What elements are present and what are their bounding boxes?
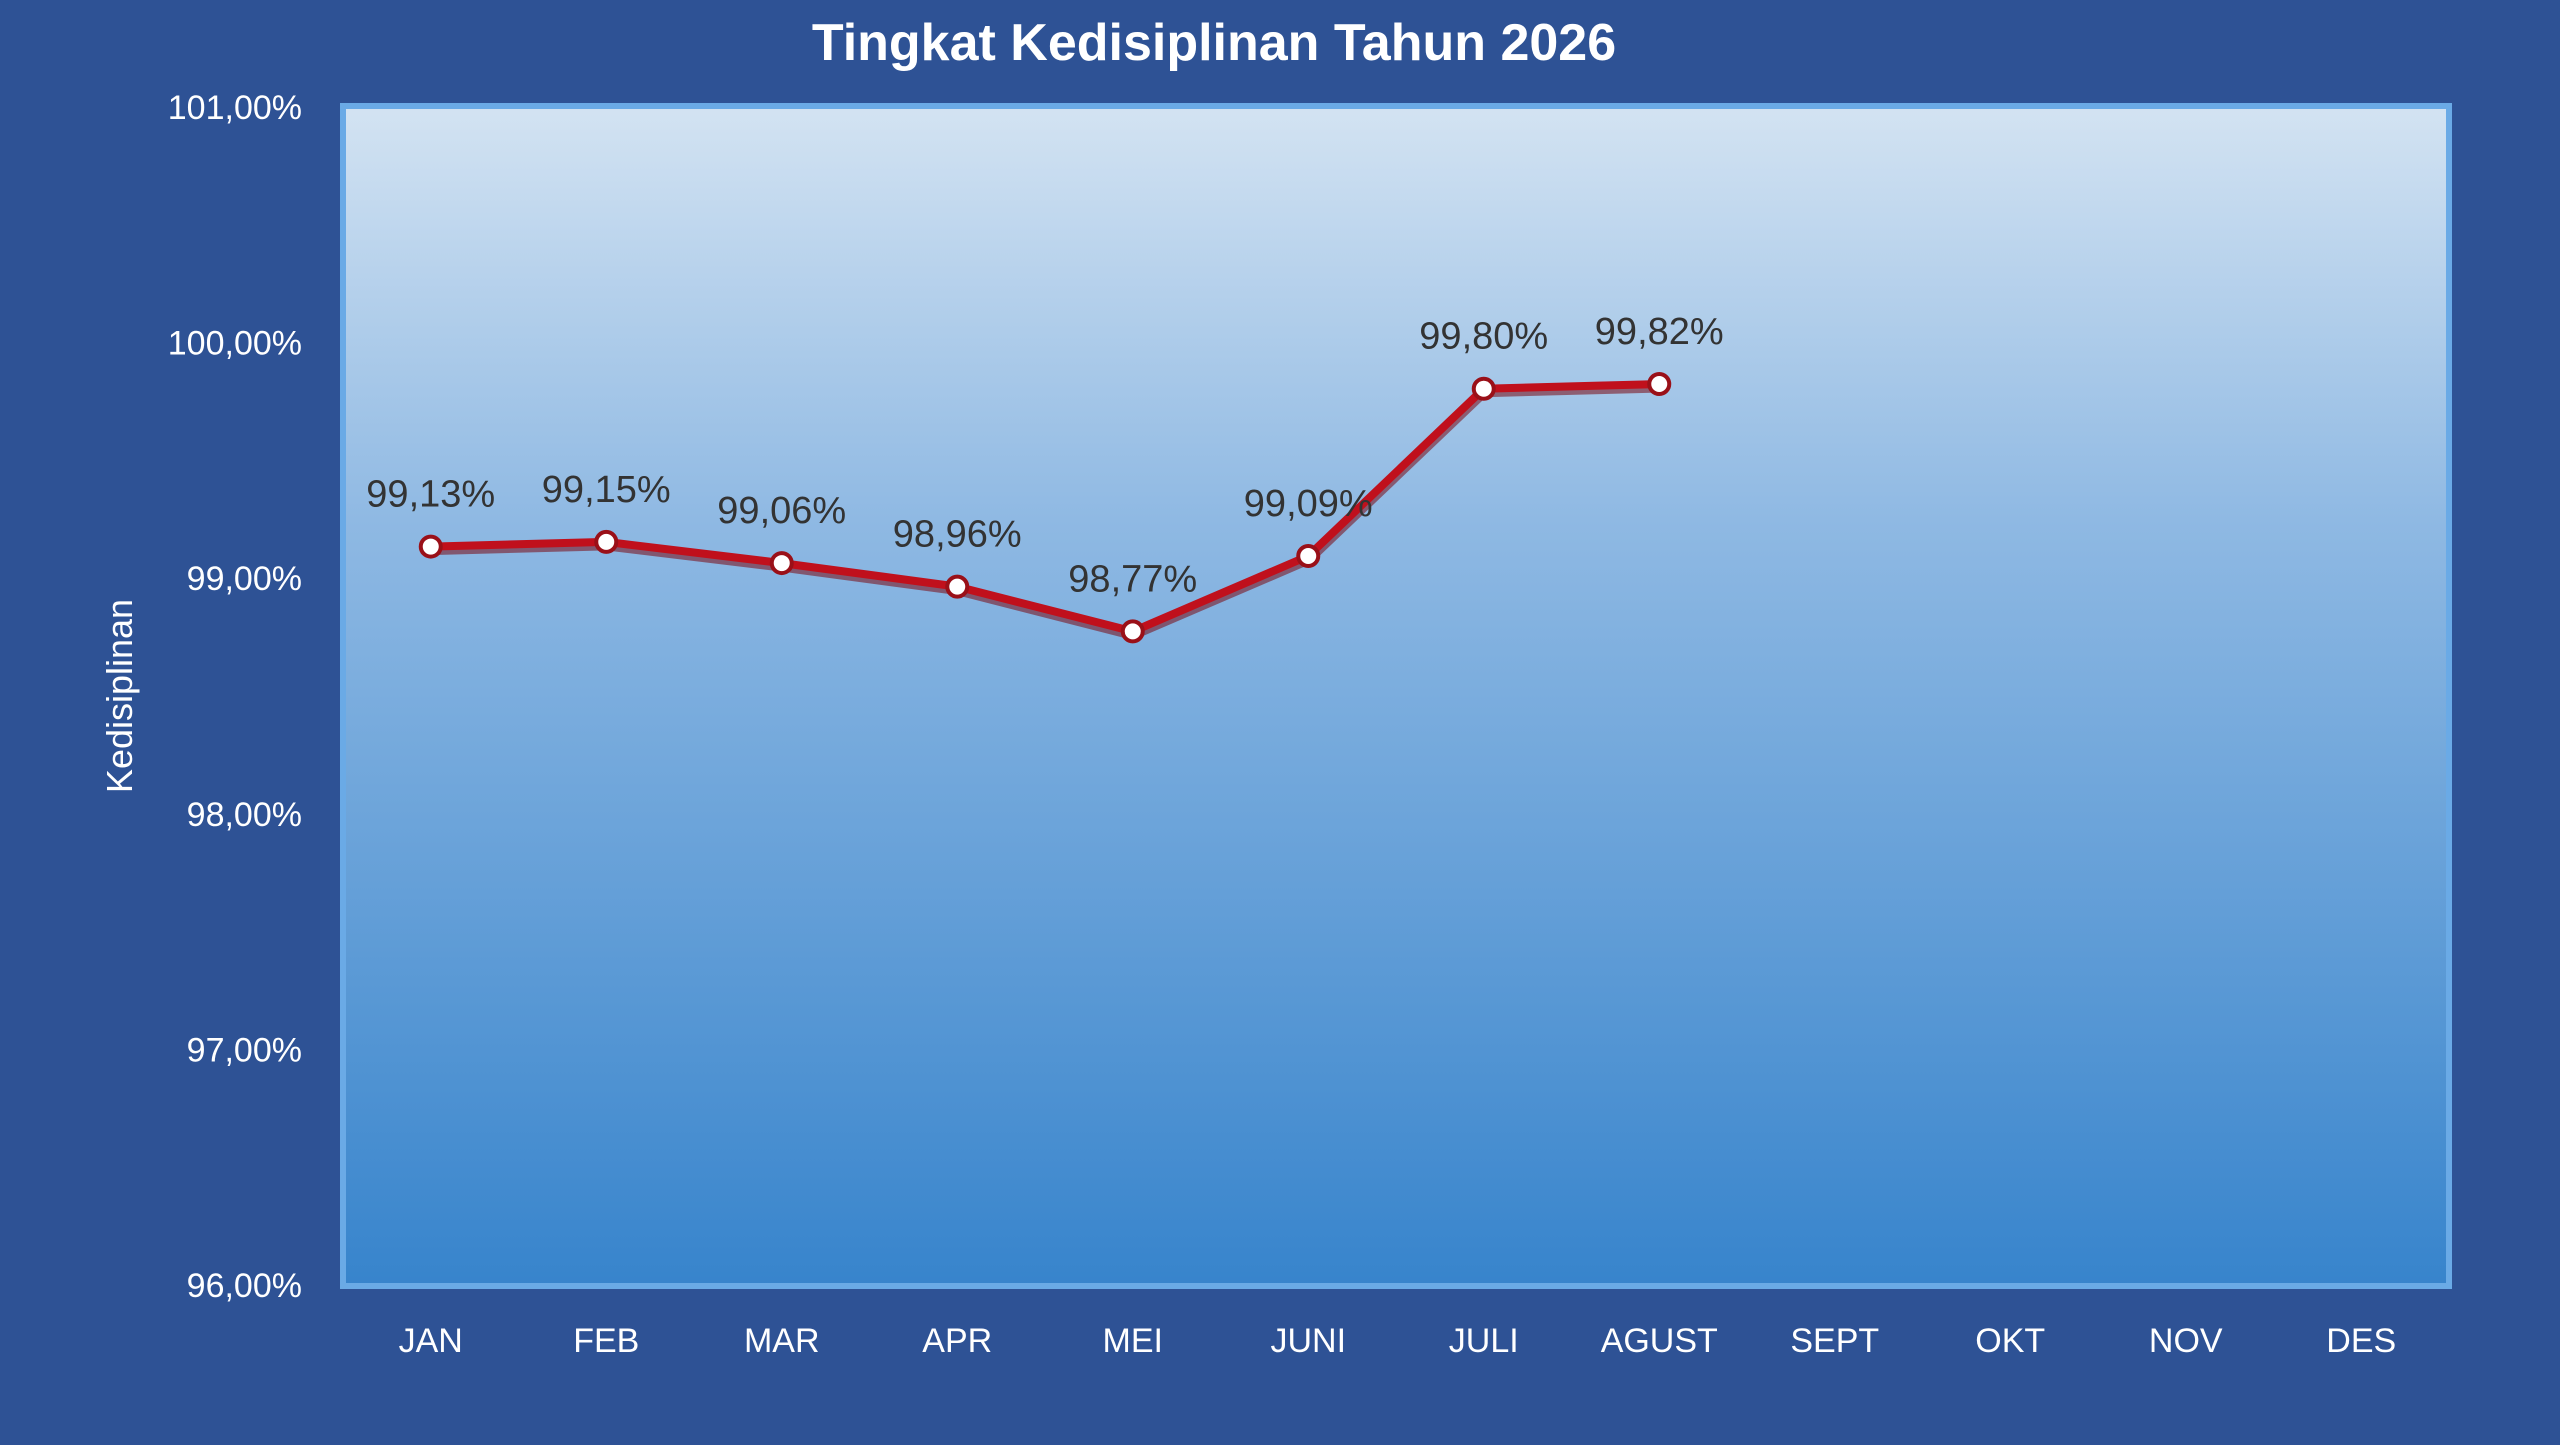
data-point-marker xyxy=(769,551,794,576)
data-point-marker xyxy=(594,529,619,554)
x-tick-label: DES xyxy=(2326,1322,2396,1360)
x-tick-label: SEPT xyxy=(1790,1322,1879,1360)
data-point-label: 99,06% xyxy=(717,490,846,532)
chart-title: Tingkat Kedisiplinan Tahun 2026 xyxy=(812,14,1616,72)
x-tick-label: OKT xyxy=(1975,1322,2045,1360)
x-tick-label: NOV xyxy=(2149,1322,2223,1360)
y-tick-label: 98,00% xyxy=(187,796,302,834)
x-tick-label: JULI xyxy=(1449,1322,1519,1360)
plot-area xyxy=(340,103,2452,1289)
y-tick-label: 96,00% xyxy=(187,1267,302,1305)
data-point-label: 99,09% xyxy=(1244,483,1373,525)
y-tick-label: 99,00% xyxy=(187,560,302,598)
y-tick-label: 97,00% xyxy=(187,1031,302,1069)
x-axis-ticks: JAN FEB MAR APR MEI JUNI JULI AGUST SEPT OKT NOV DE… xyxy=(399,1322,2397,1360)
x-tick-label: JAN xyxy=(399,1322,463,1360)
data-point-marker xyxy=(1120,619,1145,644)
y-axis-ticks: 96,00% 97,00% 98,00% 99,00% 100,00% 101,00% xyxy=(168,89,302,1305)
data-labels: 99,13% 99,15% 99,06% 98,96% 98,77% 99,09% 99,8… xyxy=(366,311,1723,600)
x-tick-label: APR xyxy=(922,1322,992,1360)
data-point-marker xyxy=(1647,372,1672,397)
data-point-label: 99,13% xyxy=(366,474,495,516)
series-line-group xyxy=(418,372,1672,644)
x-tick-label: MEI xyxy=(1103,1322,1163,1360)
data-point-marker xyxy=(945,574,970,599)
x-tick-label: JUNI xyxy=(1270,1322,1346,1360)
x-tick-label: FEB xyxy=(573,1322,639,1360)
y-tick-label: 101,00% xyxy=(168,89,302,127)
data-point-marker xyxy=(1471,376,1496,401)
x-tick-label: MAR xyxy=(744,1322,820,1360)
data-point-label: 99,82% xyxy=(1595,311,1724,353)
y-tick-label: 100,00% xyxy=(168,325,302,363)
data-point-label: 98,77% xyxy=(1068,558,1197,600)
series-line xyxy=(426,380,1664,636)
data-point-marker xyxy=(418,534,443,559)
y-axis-label: Kedisiplinan xyxy=(99,599,140,793)
data-point-marker xyxy=(1296,543,1321,568)
data-point-label: 98,96% xyxy=(893,514,1022,556)
data-point-label: 99,80% xyxy=(1419,316,1548,358)
x-tick-label: AGUST xyxy=(1601,1322,1718,1360)
data-point-label: 99,15% xyxy=(542,469,671,511)
